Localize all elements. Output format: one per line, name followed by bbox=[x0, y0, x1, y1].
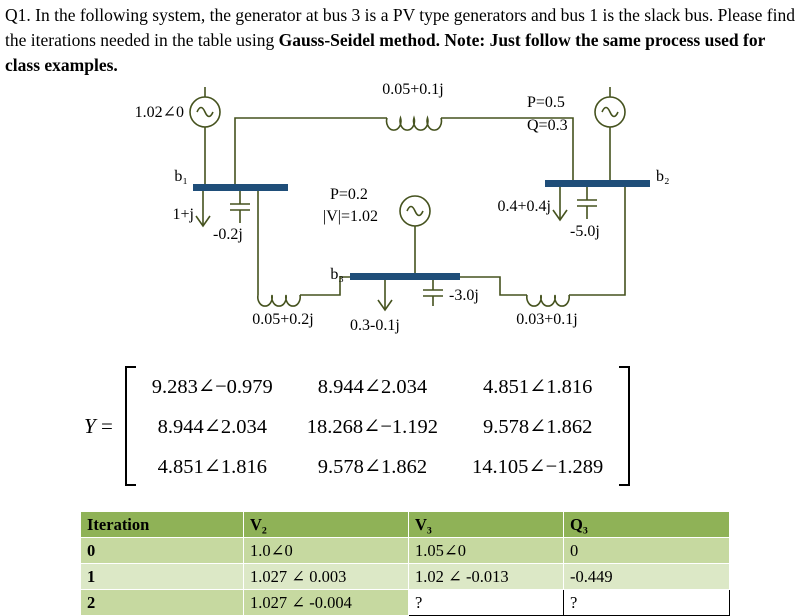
line-12-wire-right bbox=[441, 117, 574, 180]
v2-iter0-cell: 1.0∠0 bbox=[243, 537, 409, 564]
iteration-table: Iteration V₂ V₃ Q₃ 0 1.0∠0 1.05∠0 0 1 1.… bbox=[80, 511, 730, 616]
q3-iter0-cell: 0 bbox=[563, 537, 730, 564]
matrix-cell-0-0: 9.283∠−0.979 bbox=[151, 375, 273, 398]
capacitor-1-icon bbox=[230, 191, 250, 223]
v2-iter1-cell: 1.027 ∠ 0.003 bbox=[243, 563, 409, 590]
gen1-voltage-label: 1.02∠0 bbox=[135, 104, 184, 121]
iteration-2-cell: 2 bbox=[80, 589, 244, 616]
matrix-cell-2-1: 9.578∠1.862 bbox=[317, 455, 428, 478]
matrix-cell-2-2: 14.105∠−1.289 bbox=[472, 455, 604, 478]
table-row: 1 1.027 ∠ 0.003 1.02 ∠ -0.013 -0.449 bbox=[80, 563, 730, 590]
line-23-inductor-icon bbox=[526, 294, 570, 307]
header-q3: Q₃ bbox=[563, 511, 730, 538]
line23-impedance-label: 0.03+0.1j bbox=[516, 311, 577, 328]
matrix-equation-label: Y = bbox=[84, 414, 113, 439]
matrix-bracket-right bbox=[619, 366, 631, 486]
generator-1-icon bbox=[189, 87, 221, 184]
line-12-inductor-icon bbox=[385, 115, 443, 131]
load-3-arrow-icon bbox=[377, 280, 393, 312]
matrix-cell-1-2: 9.578∠1.862 bbox=[482, 415, 593, 438]
capacitor-3-icon bbox=[423, 280, 443, 306]
q3-iter1-cell: -0.449 bbox=[563, 563, 730, 590]
load2-label: 0.4+0.4j bbox=[498, 198, 551, 215]
line13-impedance-label: 0.05+0.2j bbox=[252, 311, 313, 328]
matrix-grid: 9.283∠−0.979 8.944∠2.034 4.851∠1.816 8.9… bbox=[136, 366, 620, 486]
line-23-wire-left bbox=[460, 276, 527, 296]
generator-2-icon bbox=[594, 87, 626, 180]
question-normal-text: Q1. In the following system, the generat… bbox=[5, 5, 795, 50]
iteration-1-cell: 1 bbox=[80, 563, 244, 590]
bus-1-bar bbox=[193, 184, 288, 191]
table-row: 0 1.0∠0 1.05∠0 0 bbox=[80, 537, 730, 564]
matrix-cell-0-1: 8.944∠2.034 bbox=[317, 375, 428, 398]
circuit-wiring bbox=[189, 87, 626, 312]
line-13-wire-right bbox=[300, 276, 350, 296]
v3-iter0-cell: 1.05∠0 bbox=[408, 537, 564, 564]
load3-label: 0.3-0.1j bbox=[350, 317, 400, 334]
question-bold-text: Gauss-Seidel method. Note: Just follow t… bbox=[5, 29, 766, 75]
matrix-cell-2-0: 4.851∠1.816 bbox=[157, 455, 267, 478]
line12-impedance-label: 0.05+0.1j bbox=[382, 81, 443, 98]
matrix-cell-1-1: 18.268∠−1.192 bbox=[306, 415, 439, 438]
bus3-label: b₃ bbox=[330, 266, 344, 283]
question-text: Q1. In the following system, the generat… bbox=[5, 3, 799, 78]
bus-2-bar bbox=[545, 180, 650, 187]
matrix-equals: = bbox=[100, 413, 113, 438]
line-13-inductor-icon bbox=[257, 294, 301, 307]
load-2-arrow-icon bbox=[552, 187, 568, 222]
matrix-bracket-left bbox=[124, 366, 136, 486]
iteration-0-cell: 0 bbox=[80, 537, 244, 564]
power-system-diagram: 1.02∠0 0.05+0.1j P=0.5 Q=0.3 b₁ b₂ b₃ 1+… bbox=[135, 81, 670, 334]
capacitor-2-icon bbox=[577, 187, 597, 219]
gen3-v-label: |V|=1.02 bbox=[323, 208, 378, 225]
bus2-label: b₂ bbox=[656, 168, 670, 185]
load-1-arrow-icon bbox=[195, 191, 211, 228]
table-row: 2 1.027 ∠ -0.004 ? ? bbox=[80, 589, 730, 616]
gen2-q-label: Q=0.3 bbox=[527, 117, 568, 134]
bus-3-bar bbox=[350, 273, 460, 280]
generator-3-icon bbox=[399, 195, 431, 273]
matrix-cell-0-2: 4.851∠1.816 bbox=[482, 375, 593, 398]
header-v2: V₂ bbox=[243, 511, 409, 538]
cap1-label: -0.2j bbox=[213, 226, 243, 243]
answer-cell-q3[interactable]: ? bbox=[563, 589, 730, 616]
cap2-label: -5.0j bbox=[570, 223, 600, 240]
v3-iter1-cell: 1.02 ∠ -0.013 bbox=[408, 563, 564, 590]
matrix-cell-1-0: 8.944∠2.034 bbox=[157, 415, 267, 438]
cap3-label: -3.0j bbox=[449, 287, 479, 304]
matrix-variable: Y bbox=[84, 413, 96, 438]
line-12-wire bbox=[234, 117, 387, 184]
table-header-row: Iteration V₂ V₃ Q₃ bbox=[80, 511, 730, 538]
gen2-p-label: P=0.5 bbox=[527, 94, 565, 111]
v2-iter2-cell: 1.027 ∠ -0.004 bbox=[243, 589, 409, 616]
answer-cell-v3[interactable]: ? bbox=[408, 589, 564, 616]
load1-label: 1+j bbox=[173, 206, 194, 223]
bus1-label: b₁ bbox=[174, 168, 188, 185]
header-iteration: Iteration bbox=[80, 511, 244, 538]
admittance-matrix: Y = 9.283∠−0.979 8.944∠2.034 4.851∠1.816… bbox=[58, 366, 631, 486]
gen3-p-label: P=0.2 bbox=[330, 186, 368, 203]
line-23-wire bbox=[569, 187, 626, 296]
header-v3: V₃ bbox=[408, 511, 564, 538]
